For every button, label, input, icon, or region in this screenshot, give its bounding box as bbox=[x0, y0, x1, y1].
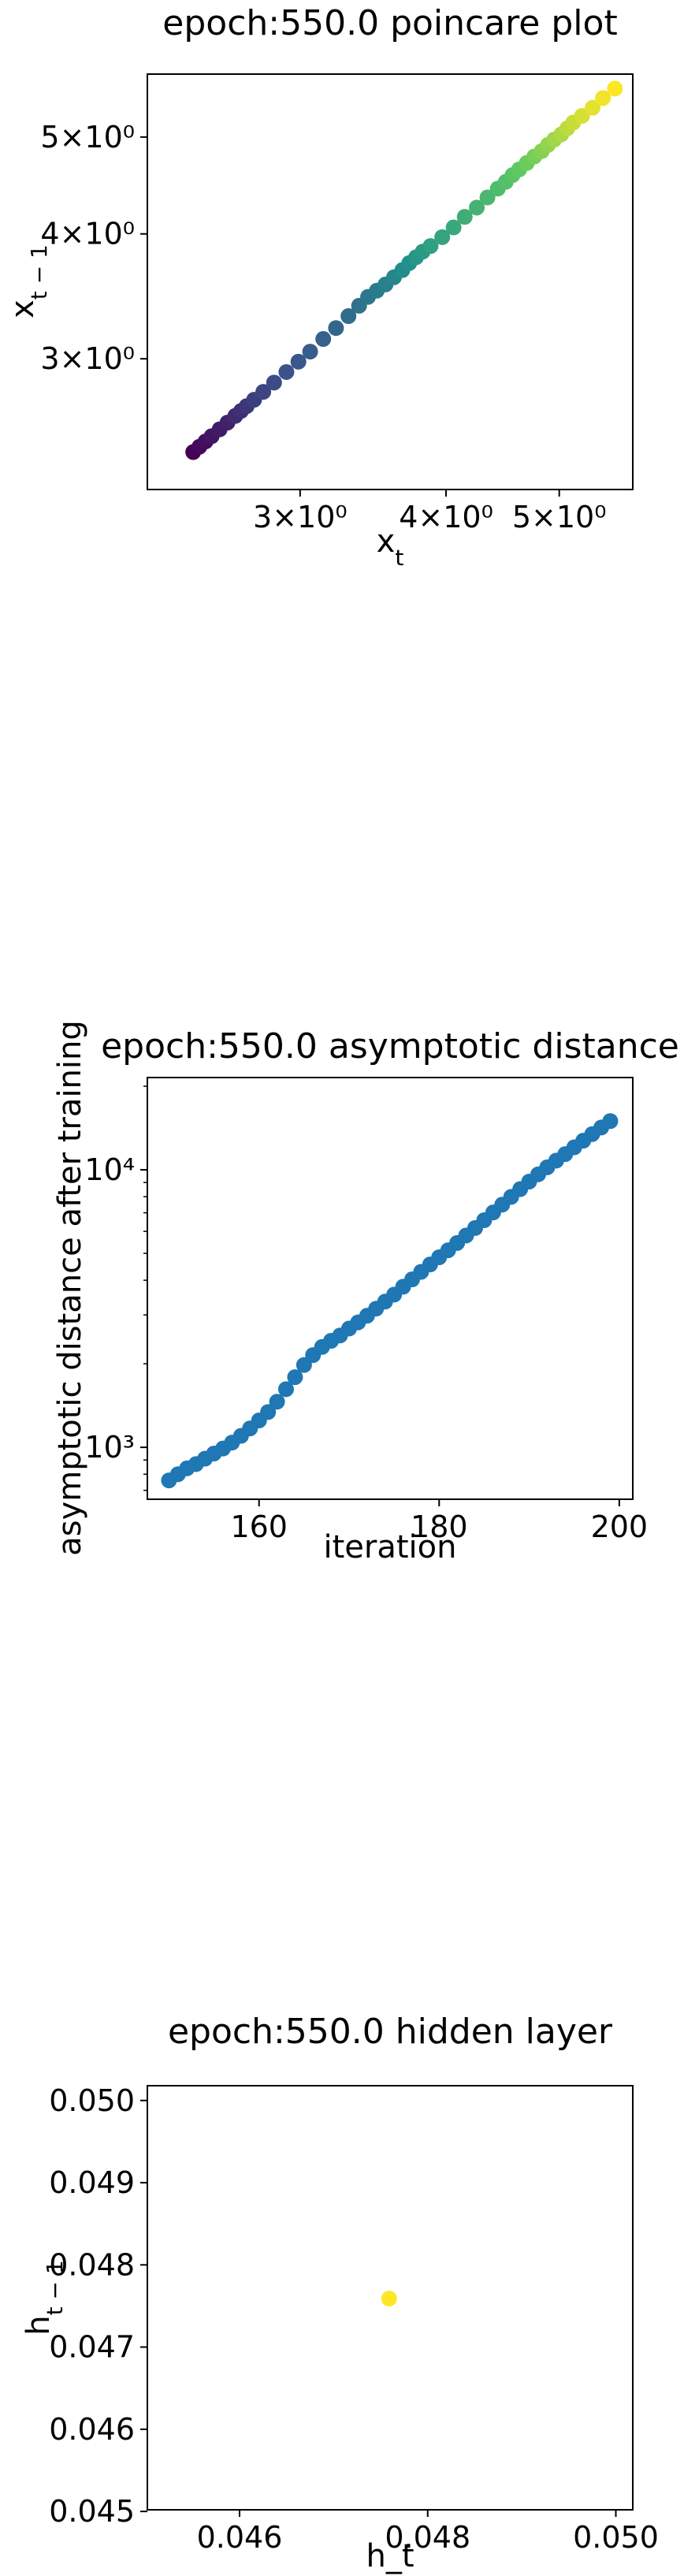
y-ticks: 3×10⁰ 4×10⁰ 5×10⁰ bbox=[40, 120, 147, 376]
x-ticks: 0.046 0.048 0.050 bbox=[197, 2510, 659, 2555]
x-axis-label: xt bbox=[377, 523, 404, 571]
x-tick-label: 0.046 bbox=[197, 2520, 283, 2555]
x-tick-label: 200 bbox=[591, 1509, 649, 1544]
data-point bbox=[456, 209, 473, 225]
x-ticks: 160 180 200 bbox=[230, 1499, 648, 1544]
y-tick-label: 4×10⁰ bbox=[40, 217, 135, 251]
x-axis-label: iteration bbox=[324, 1529, 457, 1565]
x-axis-label: h_t bbox=[366, 2538, 414, 2574]
data-point bbox=[290, 353, 307, 370]
data-point bbox=[287, 1369, 303, 1386]
y-tick-label: 0.047 bbox=[49, 2330, 135, 2365]
data-point bbox=[260, 1404, 277, 1420]
chart-title: epoch:550.0 poincare plot bbox=[162, 3, 617, 43]
data-point bbox=[469, 199, 485, 216]
y-axis-label: ht − 1 bbox=[20, 2260, 68, 2335]
chart-title: epoch:550.0 hidden layer bbox=[168, 2012, 613, 2052]
data-point bbox=[278, 1381, 294, 1398]
y-tick-label: 0.049 bbox=[49, 2165, 135, 2200]
y-axis-label: xt − 1 bbox=[5, 244, 52, 318]
data-point bbox=[381, 2291, 397, 2307]
hidden-layer-chart: epoch:550.0 hidden layer 0.046 0.048 0.050… bbox=[20, 2012, 659, 2574]
data-point bbox=[278, 363, 295, 380]
y-tick-label: 0.048 bbox=[49, 2247, 135, 2282]
data-point bbox=[445, 219, 462, 236]
data-points bbox=[185, 80, 623, 460]
x-tick-label: 5×10⁰ bbox=[512, 500, 607, 534]
y-tick-label: 0.046 bbox=[49, 2412, 135, 2447]
data-point bbox=[422, 238, 439, 255]
data-points bbox=[161, 1113, 619, 1489]
poincare-plot-chart: epoch:550.0 poincare plot 3×10⁰ 4×10⁰ 5×10… bbox=[5, 3, 634, 571]
data-point bbox=[479, 189, 496, 206]
data-point bbox=[434, 229, 451, 245]
x-tick-label: 4×10⁰ bbox=[399, 500, 493, 534]
x-tick-label: 3×10⁰ bbox=[253, 500, 348, 534]
plot-frame bbox=[147, 1077, 634, 1500]
data-point bbox=[595, 90, 612, 106]
data-point bbox=[328, 320, 344, 337]
data-point bbox=[269, 1394, 285, 1410]
data-point bbox=[585, 99, 601, 116]
data-point bbox=[302, 344, 318, 360]
data-point bbox=[607, 80, 623, 97]
data-point bbox=[602, 1113, 619, 1130]
y-tick-label: 5×10⁰ bbox=[40, 120, 135, 154]
chart-title: epoch:550.0 asymptotic distance bbox=[101, 1026, 679, 1067]
y-ticks: 0.045 0.046 0.047 0.048 0.049 0.050 bbox=[49, 2083, 147, 2529]
y-tick-label: 0.045 bbox=[49, 2494, 135, 2529]
data-point bbox=[315, 331, 332, 348]
y-tick-label: 10³ bbox=[84, 1430, 135, 1465]
y-tick-label: 0.050 bbox=[49, 2083, 135, 2118]
plot-frame bbox=[147, 73, 634, 490]
y-tick-label: 3×10⁰ bbox=[40, 341, 135, 376]
x-tick-label: 0.048 bbox=[385, 2520, 470, 2555]
y-tick-label: 10⁴ bbox=[84, 1152, 135, 1187]
x-tick-label: 180 bbox=[411, 1509, 468, 1544]
asymptotic-distance-chart: epoch:550.0 asymptotic distance 160 180 20… bbox=[52, 1020, 679, 1565]
x-tick-label: 160 bbox=[230, 1509, 288, 1544]
data-point bbox=[340, 308, 357, 325]
y-axis-label: asymptotic distance after training bbox=[52, 1020, 88, 1556]
y-ticks: 10³ 10⁴ bbox=[84, 1085, 147, 1491]
x-tick-label: 0.050 bbox=[573, 2520, 659, 2555]
data-point bbox=[266, 374, 282, 391]
x-ticks: 3×10⁰ 4×10⁰ 5×10⁰ bbox=[253, 490, 606, 534]
data-points bbox=[381, 2291, 397, 2307]
plot-frame bbox=[147, 2085, 634, 2511]
data-point bbox=[255, 384, 272, 400]
